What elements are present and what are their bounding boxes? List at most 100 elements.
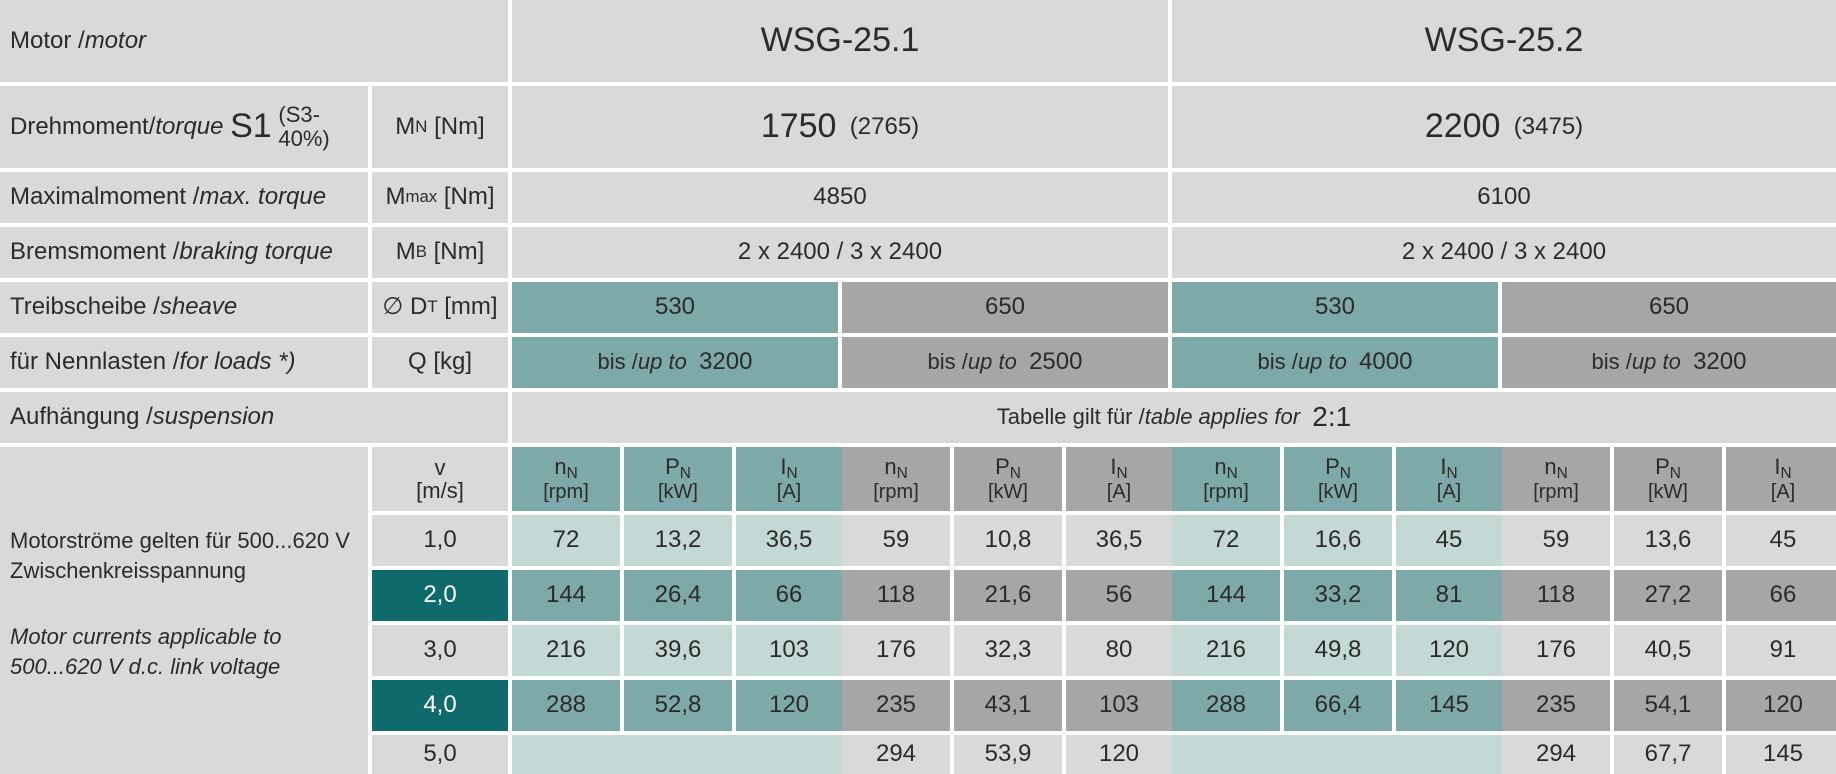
col-header-symbol: nN <box>1544 455 1567 482</box>
sheave-value-4: 650 <box>1502 282 1836 333</box>
suspension-label-en: suspension <box>152 403 275 431</box>
col-header-symbol: IN <box>1440 455 1457 482</box>
note-en-line1: Motor currents applicable to <box>10 624 282 649</box>
col-header-sym: P <box>995 453 1010 479</box>
loads-upto: up to <box>967 349 1017 375</box>
suspension-ratio: 2:1 <box>1312 401 1352 433</box>
data-cell: 288 <box>512 680 620 731</box>
maxtorque-label-de: Maximalmoment / <box>10 183 200 211</box>
sheave-label-de: Treibscheibe / <box>10 293 160 321</box>
data-cell: 66,4 <box>1284 680 1392 731</box>
data-cell: 120 <box>736 680 842 731</box>
sheave-unit-text: [mm] <box>444 293 498 321</box>
data-cell: 145 <box>1396 680 1502 731</box>
loads-v3: 4000 <box>1359 348 1413 376</box>
speed-cell: 4,0 <box>372 680 508 731</box>
brake-symbol: M <box>395 238 416 266</box>
loads-upto: up to <box>637 349 687 375</box>
loads-value-3: bis / up to 4000 <box>1172 337 1498 388</box>
loads-unit: Q [kg] <box>372 337 508 388</box>
suspension-text-en: table applies for <box>1144 404 1301 430</box>
col-header-sub: N <box>1556 464 1568 482</box>
col-header-unit: [kW] <box>1648 481 1688 503</box>
col-header-i-4: IN [A] <box>1726 447 1836 511</box>
col-header-sym: P <box>1325 453 1340 479</box>
speed-cell: 5,0 <box>372 735 508 774</box>
col-header-n-4: nN [rpm] <box>1502 447 1610 511</box>
suspension-label: Aufhängung / suspension <box>0 392 508 443</box>
maxtorque-value-1: 4850 <box>512 172 1168 223</box>
data-cell: 120 <box>1396 625 1502 676</box>
col-header-n-3: nN [rpm] <box>1172 447 1280 511</box>
data-cell: 52,8 <box>624 680 732 731</box>
col-header-sym: I <box>1774 453 1781 479</box>
brake-label-de: Bremsmoment / <box>10 238 180 266</box>
torque-symbol: M <box>395 112 416 140</box>
maxtorque-symbol: M <box>385 183 406 211</box>
data-cell: 235 <box>1502 680 1610 731</box>
sheave-label-en: sheave <box>159 293 238 321</box>
col-header-unit: [A] <box>1106 481 1132 503</box>
data-cell: 45 <box>1726 515 1836 566</box>
col-header-unit: [kW] <box>988 481 1028 503</box>
data-cell: 72 <box>512 515 620 566</box>
data-cell: 13,2 <box>624 515 732 566</box>
data-cell: 120 <box>1066 735 1172 774</box>
data-cell: 33,2 <box>1284 570 1392 621</box>
col-header-sym: I <box>780 453 787 479</box>
note-de-line1: Motorströme gelten für 500...620 V <box>10 528 350 553</box>
data-cell: 120 <box>1726 680 1836 731</box>
data-cell: 67,7 <box>1614 735 1722 774</box>
torque-v1-s3: (2765) <box>849 112 920 140</box>
brake-value-1: 2 x 2400 / 3 x 2400 <box>512 227 1168 278</box>
data-cell: 21,6 <box>954 570 1062 621</box>
data-cell: 56 <box>1066 570 1172 621</box>
data-cell: 91 <box>1726 625 1836 676</box>
col-header-sym: n <box>1214 453 1227 479</box>
col-header-p-3: PN [kW] <box>1284 447 1392 511</box>
torque-subscript: N <box>415 116 428 136</box>
col-header-sub: N <box>679 464 691 482</box>
col-header-symbol: IN <box>1110 455 1127 482</box>
col-header-p-4: PN [kW] <box>1614 447 1722 511</box>
col-header-unit: [kW] <box>658 481 698 503</box>
empty-cell-block <box>512 735 842 774</box>
loads-v4: 3200 <box>1693 348 1747 376</box>
suspension-text-de: Tabelle gilt für / <box>996 404 1145 430</box>
loads-label-en: for loads *) <box>179 348 296 376</box>
data-cell: 36,5 <box>736 515 842 566</box>
data-cell: 144 <box>1172 570 1280 621</box>
col-header-sym: n <box>884 453 897 479</box>
col-header-sym: P <box>665 453 680 479</box>
data-cell: 45 <box>1396 515 1502 566</box>
torque-value-2: 2200 (3475) <box>1172 86 1836 168</box>
brake-subscript: B <box>415 242 427 262</box>
data-cell: 145 <box>1726 735 1836 774</box>
data-cell: 32,3 <box>954 625 1062 676</box>
col-header-symbol: nN <box>884 455 907 482</box>
torque-v2: 2200 <box>1424 107 1501 146</box>
data-cell: 59 <box>842 515 950 566</box>
data-cell: 59 <box>1502 515 1610 566</box>
data-cell: 118 <box>842 570 950 621</box>
col-header-symbol: nN <box>554 455 577 482</box>
col-header-sub: N <box>1339 464 1351 482</box>
note-en: Motor currents applicable to 500...620 V… <box>0 622 368 681</box>
torque-label: Drehmoment/torque S1 (S3-40%) <box>0 86 368 168</box>
col-header-symbol: PN <box>995 455 1021 482</box>
torque-s1: S1 <box>230 107 272 146</box>
loads-upto: up to <box>1631 349 1681 375</box>
data-cell: 40,5 <box>1614 625 1722 676</box>
loads-value-4: bis / up to 3200 <box>1502 337 1836 388</box>
col-header-unit: [kW] <box>1318 481 1358 503</box>
torque-v1: 1750 <box>760 107 837 146</box>
col-header-sub: N <box>1780 464 1792 482</box>
note-de: Motorströme gelten für 500...620 V Zwisc… <box>0 526 368 585</box>
torque-s3: (S3-40%) <box>278 101 330 151</box>
data-cell: 144 <box>512 570 620 621</box>
maxtorque-subscript: max <box>405 187 438 207</box>
